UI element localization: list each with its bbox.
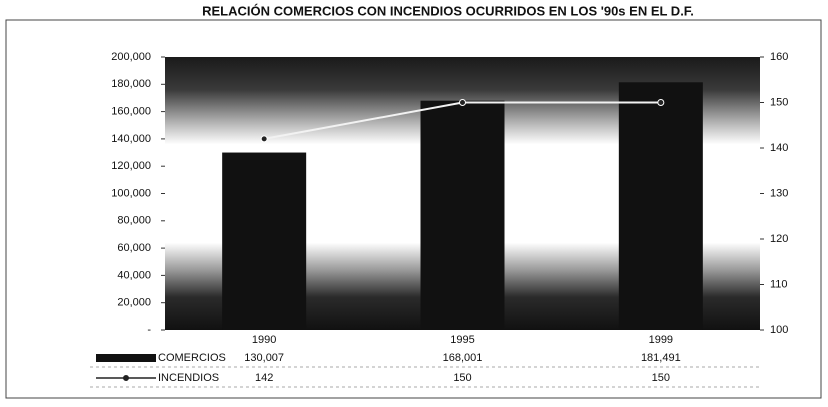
table-value: 142 (255, 372, 273, 384)
y2-tick-label: 160 (770, 51, 788, 63)
y2-tick-label: 100 (770, 324, 788, 336)
bar (618, 82, 703, 330)
table-value: 168,001 (443, 352, 483, 364)
y-tick-label: 80,000 (117, 215, 151, 227)
y-tick-label: 140,000 (111, 133, 151, 145)
y2-tick-label: 120 (770, 233, 788, 245)
bar (222, 152, 307, 330)
legend-key-marker (123, 375, 129, 381)
x-tick-label: 1999 (649, 334, 673, 346)
x-tick-label: 1995 (450, 334, 474, 346)
bar (420, 100, 505, 330)
table-value: 150 (453, 372, 471, 384)
y2-tick-label: 150 (770, 96, 788, 108)
chart-title: RELACIÓN COMERCIOS CON INCENDIOS OCURRID… (202, 3, 694, 18)
y-tick-label: 180,000 (111, 78, 151, 90)
x-tick-label: 1990 (252, 334, 276, 346)
y-tick-label: 200,000 (111, 51, 151, 63)
y2-tick-label: 110 (770, 278, 788, 290)
legend-key (96, 354, 156, 362)
chart-frame (5, 19, 822, 399)
table-value: 181,491 (641, 352, 681, 364)
y-tick-label: - (147, 324, 151, 336)
table-value: 150 (652, 372, 670, 384)
y-tick-label: 120,000 (111, 160, 151, 172)
y-tick-label: 60,000 (117, 242, 151, 254)
legend-label: INCENDIOS (158, 372, 219, 384)
table-value: 130,007 (244, 352, 284, 364)
y-tick-label: 20,000 (117, 297, 151, 309)
y-tick-label: 160,000 (111, 106, 151, 118)
line-marker (260, 135, 268, 143)
legend-label: COMERCIOS (158, 352, 226, 364)
line-marker (657, 99, 665, 106)
y-tick-label: 100,000 (111, 187, 151, 199)
y2-tick-label: 130 (770, 187, 788, 199)
y2-tick-label: 140 (770, 142, 788, 154)
y-tick-label: 40,000 (117, 269, 151, 281)
line-marker (459, 99, 466, 106)
